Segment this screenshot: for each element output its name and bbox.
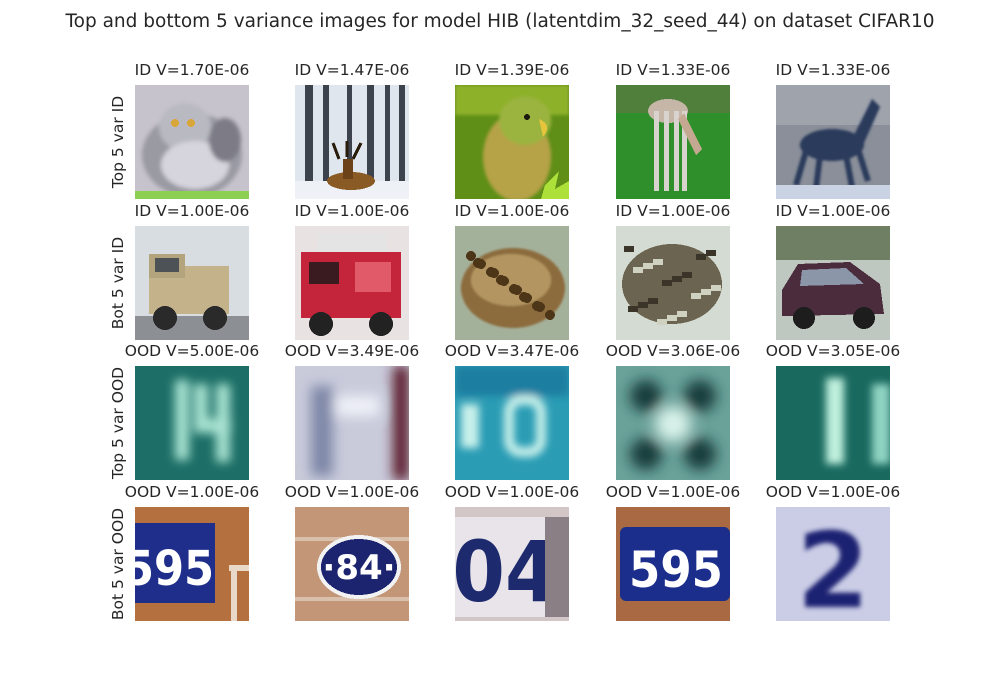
panel-title: OOD V=1.00E-06 bbox=[124, 483, 260, 501]
panel-title: ID V=1.33E-06 bbox=[615, 61, 731, 79]
row-label: Bot 5 var ID bbox=[109, 236, 127, 330]
thumbnail-image: 2 bbox=[776, 507, 890, 621]
svg-text:2: 2 bbox=[797, 510, 869, 621]
row-label: Top 5 var ID bbox=[109, 95, 127, 189]
panel-title: OOD V=3.05E-06 bbox=[765, 342, 901, 360]
panel-title: ID V=1.00E-06 bbox=[134, 202, 250, 220]
thumbnail-image: 595 bbox=[135, 507, 249, 621]
thumbnail-image bbox=[135, 226, 249, 340]
image-panel: OOD V=1.00E-06 595 bbox=[606, 483, 740, 621]
image-panel: ID V=1.47E-06 bbox=[295, 61, 409, 199]
image-panel: ID V=1.33E-06 bbox=[616, 61, 730, 199]
image-panel: ID V=1.39E-06 bbox=[455, 61, 569, 199]
thumbnail-image bbox=[616, 366, 730, 480]
panel-title: OOD V=3.47E-06 bbox=[444, 342, 580, 360]
thumbnail-image bbox=[135, 366, 249, 480]
image-panel: ID V=1.70E-06 bbox=[135, 61, 249, 199]
row-label: Bot 5 var OOD bbox=[109, 507, 127, 621]
thumbnail-image bbox=[295, 85, 409, 199]
image-panel: ID V=1.00E-06 bbox=[776, 202, 890, 340]
thumbnail-image bbox=[455, 366, 569, 480]
thumbnail-image bbox=[455, 226, 569, 340]
panel-title: ID V=1.00E-06 bbox=[775, 202, 891, 220]
image-panel: OOD V=1.00E-06 ·84· bbox=[285, 483, 419, 621]
panel-title: ID V=1.39E-06 bbox=[454, 61, 570, 79]
thumbnail-image bbox=[776, 85, 890, 199]
svg-text:595: 595 bbox=[135, 541, 214, 597]
image-panel: ID V=1.00E-06 bbox=[616, 202, 730, 340]
thumbnail-image bbox=[616, 85, 730, 199]
image-panel: OOD V=3.49E-06 bbox=[285, 342, 419, 480]
panel-title: ID V=1.00E-06 bbox=[454, 202, 570, 220]
image-panel: ID V=1.00E-06 bbox=[295, 202, 409, 340]
panel-title: ID V=1.00E-06 bbox=[615, 202, 731, 220]
panel-title: ID V=1.00E-06 bbox=[294, 202, 410, 220]
thumbnail-image bbox=[295, 226, 409, 340]
thumbnail-image: 04 bbox=[455, 507, 569, 621]
thumbnail-image bbox=[135, 85, 249, 199]
thumbnail-image: 595 bbox=[616, 507, 730, 621]
thumbnail-image bbox=[295, 366, 409, 480]
panel-title: ID V=1.33E-06 bbox=[775, 61, 891, 79]
image-panel: OOD V=1.00E-06 595 bbox=[125, 483, 259, 621]
panel-title: ID V=1.47E-06 bbox=[294, 61, 410, 79]
thumbnail-image bbox=[616, 226, 730, 340]
image-panel: OOD V=3.05E-06 bbox=[766, 342, 900, 480]
panel-title: OOD V=5.00E-06 bbox=[124, 342, 260, 360]
image-panel: OOD V=1.00E-06 04 bbox=[445, 483, 579, 621]
svg-text:04: 04 bbox=[455, 523, 558, 621]
thumbnail-image: ·84· bbox=[295, 507, 409, 621]
image-panel: ID V=1.00E-06 bbox=[455, 202, 569, 340]
thumbnail-image bbox=[455, 85, 569, 199]
image-panel: OOD V=3.06E-06 bbox=[606, 342, 740, 480]
panel-title: OOD V=1.00E-06 bbox=[765, 483, 901, 501]
thumbnail-image bbox=[776, 366, 890, 480]
panel-title: OOD V=3.06E-06 bbox=[605, 342, 741, 360]
svg-text:595: 595 bbox=[629, 541, 723, 599]
image-panel: OOD V=5.00E-06 bbox=[125, 342, 259, 480]
panel-title: OOD V=3.49E-06 bbox=[284, 342, 420, 360]
row-label: Top 5 var OOD bbox=[109, 366, 127, 480]
thumbnail-image bbox=[776, 226, 890, 340]
image-panel: OOD V=1.00E-06 2 bbox=[766, 483, 900, 621]
panel-title: OOD V=1.00E-06 bbox=[284, 483, 420, 501]
figure-title: Top and bottom 5 variance images for mod… bbox=[65, 11, 935, 32]
image-panel: OOD V=3.47E-06 bbox=[445, 342, 579, 480]
panel-title: ID V=1.70E-06 bbox=[134, 61, 250, 79]
image-panel: ID V=1.33E-06 bbox=[776, 61, 890, 199]
svg-text:·84·: ·84· bbox=[322, 548, 395, 588]
panel-title: OOD V=1.00E-06 bbox=[605, 483, 741, 501]
image-panel: ID V=1.00E-06 bbox=[135, 202, 249, 340]
panel-title: OOD V=1.00E-06 bbox=[444, 483, 580, 501]
